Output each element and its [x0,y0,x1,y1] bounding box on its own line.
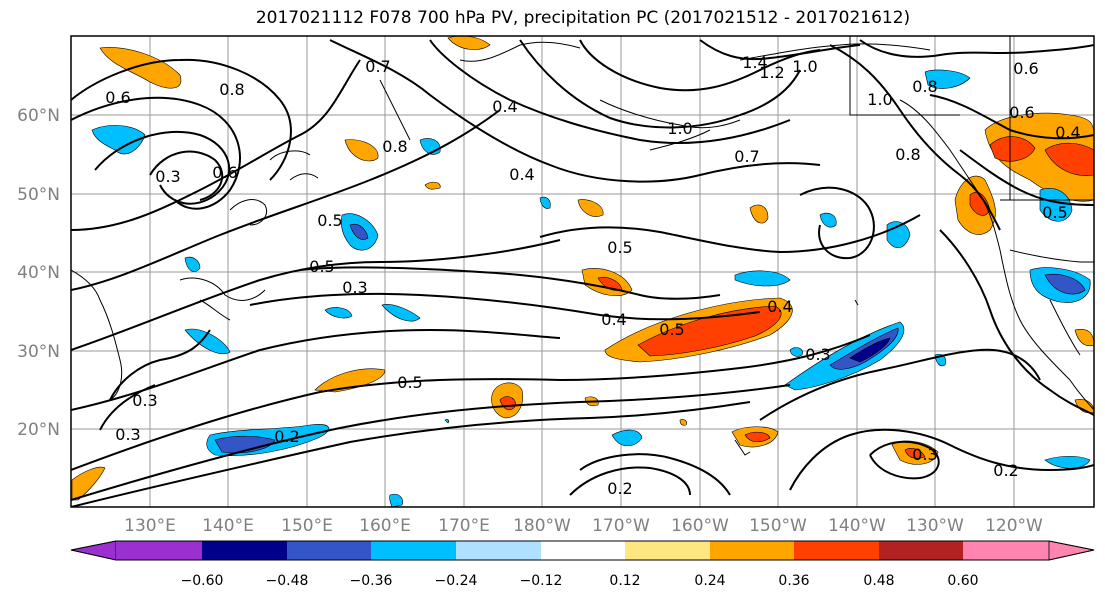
colorbar-segment [794,541,879,560]
latitude-labels: 60°N 50°N 40°N 30°N 20°N [17,106,60,440]
contour-label: 0.6 [1013,59,1038,78]
contour-label: 1.0 [867,90,892,109]
contour-label: 0.4 [601,310,626,329]
contour-label: 0.4 [767,297,792,316]
colorbar [70,540,1095,561]
contour-label: 1.0 [792,57,817,76]
lon-label: 130°E [124,516,176,536]
colorbar-segment [287,541,371,560]
contour-label: 0.8 [219,80,244,99]
contour-label: 0.7 [734,147,759,166]
contour-label: 0.8 [382,137,407,156]
contour-label: 0.3 [342,278,367,297]
colorbar-tick-label: −0.12 [520,573,563,589]
colorbar-tick-label: 0.60 [947,573,978,589]
contour-label: 0.5 [309,257,334,276]
lat-label: 60°N [17,106,60,126]
contour-label: 0.5 [607,238,632,257]
colorbar-tick-label: −0.60 [181,573,224,589]
colorbar-segment [879,541,963,560]
contour-label: 0.3 [912,445,937,464]
colorbar-outline [70,540,1095,561]
colorbar-tick-label: 0.36 [778,573,809,589]
contour-label: 0.6 [105,88,130,107]
lon-label: 170°E [438,516,490,536]
pv-contours [71,39,1094,507]
lat-label: 40°N [17,263,60,283]
lon-label: 130°W [906,516,964,536]
colorbar-segment [625,541,710,560]
contour-label: 0.2 [993,461,1018,480]
contour-label: 0.5 [1042,203,1067,222]
contour-label: 1.4 [742,53,767,72]
colorbar-tick-label: −0.36 [350,573,393,589]
contour-label: 0.7 [365,57,390,76]
map-title: 2017021112 F078 700 hPa PV, precipitatio… [255,8,911,28]
contour-label: 0.2 [274,427,299,446]
contour-label: 0.2 [607,479,632,498]
colorbar-ticks: −0.60 −0.48 −0.36 −0.24 −0.12 0.12 0.24 … [181,573,979,589]
contour-label: 0.3 [805,345,830,364]
contour-label: 1.0 [667,119,692,138]
contour-label: 0.3 [155,167,180,186]
contour-label: 0.4 [509,165,534,184]
colorbar-segment [963,541,1049,560]
map-frame [70,35,1095,508]
lon-label: 150°E [281,516,333,536]
contour-label: 0.5 [659,320,684,339]
contour-label: 0.3 [132,391,157,410]
lat-label: 50°N [17,185,60,205]
contour-label: 0.4 [1055,123,1080,142]
contour-label: 0.6 [1009,103,1034,122]
lon-label: 160°E [359,516,411,536]
lon-label: 140°W [828,516,886,536]
precip-positive-areas [71,36,1094,501]
contour-label: 0.5 [397,373,422,392]
lat-label: 30°N [17,342,60,362]
colorbar-tick-label: 0.24 [694,573,725,589]
lon-label: 160°W [671,516,729,536]
contour-label: 0.4 [492,97,517,116]
colorbar-tick-label: −0.48 [266,573,309,589]
colorbar-segment [202,541,287,560]
contour-label: 0.5 [317,211,342,230]
lat-label: 20°N [17,420,60,440]
colorbar-max-arrow [1048,540,1095,561]
lon-label: 140°E [202,516,254,536]
colorbar-segment [541,541,625,560]
colorbar-tick-label: −0.24 [435,573,478,589]
contour-label: 1.2 [759,63,784,82]
lon-label: 180°W [513,516,571,536]
precip-negative-areas [91,69,1091,507]
contour-label: 0.6 [212,163,237,182]
colorbar-tick-label: 0.12 [609,573,640,589]
contour-labels: 0.6 0.8 0.3 0.6 0.7 0.8 0.4 1.4 1.2 1.0 … [105,53,1080,498]
lon-label: 170°W [592,516,650,536]
coastlines [71,36,1094,456]
colorbar-min-arrow [70,540,117,561]
colorbar-segment [116,541,202,560]
colorbar-segment [710,541,794,560]
lon-label: 120°W [985,516,1043,536]
colorbar-segment [371,541,456,560]
contour-label: 0.3 [115,425,140,444]
colorbar-segment [456,541,541,560]
contour-label: 0.8 [895,145,920,164]
contour-label: 0.8 [912,77,937,96]
colorbar-tick-label: 0.48 [863,573,894,589]
longitude-labels: 130°E 140°E 150°E 160°E 170°E 180°W 170°… [124,516,1043,536]
lon-label: 150°W [749,516,807,536]
